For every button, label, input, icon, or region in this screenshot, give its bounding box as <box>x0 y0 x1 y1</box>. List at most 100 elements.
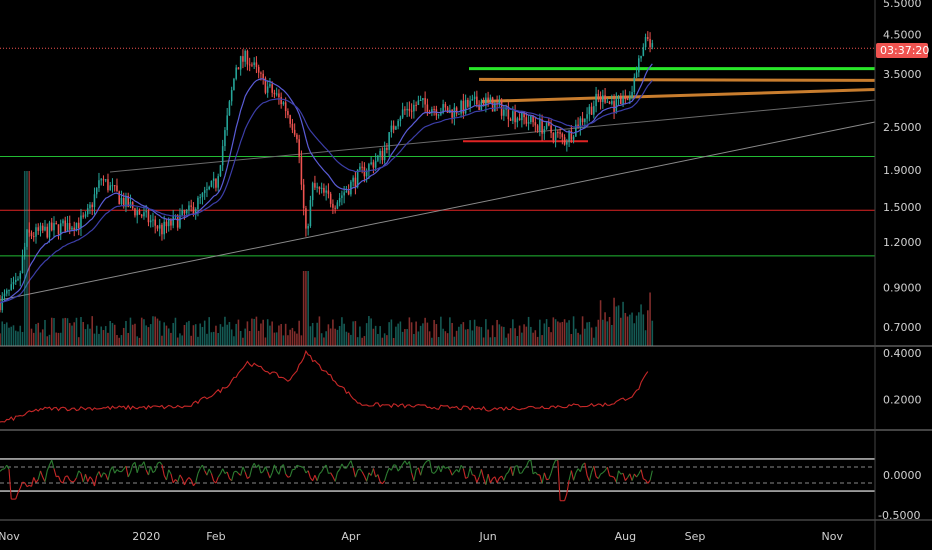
candle-body <box>226 115 228 131</box>
candle-body <box>579 118 582 128</box>
volume-bar <box>548 326 550 346</box>
time-axis[interactable]: Nov 2020 Feb Apr Jun Aug Sep Nov <box>0 530 843 543</box>
trend-line[interactable] <box>109 99 876 173</box>
volume-bar <box>622 301 624 346</box>
candle-body <box>368 164 370 172</box>
oscillator-segment <box>312 474 316 482</box>
volume-bar <box>399 321 402 346</box>
oscillator-segment <box>303 467 307 474</box>
oscillator-segment <box>321 467 325 472</box>
oscillator-segment <box>177 474 181 482</box>
candle-body <box>264 78 267 93</box>
volume-bar <box>485 319 487 346</box>
indicator-2-panel[interactable] <box>0 458 875 502</box>
volume-bar <box>561 321 564 346</box>
candle-body <box>84 214 87 217</box>
trend-line[interactable] <box>0 121 876 301</box>
volume-bar <box>158 320 161 346</box>
candle-body <box>75 222 78 231</box>
volume-bar <box>57 332 60 346</box>
candle-body <box>179 215 181 228</box>
price-axis-tick: 5.5000 <box>883 0 922 10</box>
volume-bar <box>32 332 35 346</box>
candle-body <box>446 107 449 113</box>
resistance-line-orange[interactable] <box>480 88 876 104</box>
oscillator-segment <box>453 469 458 473</box>
current-price-tag: 03:37:20 <box>876 43 929 58</box>
volume-bar <box>554 319 557 346</box>
volume-bar <box>185 322 188 346</box>
volume-bar <box>320 333 323 346</box>
candle-body <box>489 97 492 101</box>
oscillator-segment <box>39 470 44 478</box>
oscillator-segment <box>350 460 354 468</box>
time-axis-tick: Feb <box>206 530 225 543</box>
oscillator-segment <box>636 473 640 478</box>
oscillator-segment <box>523 466 527 470</box>
candle-body <box>478 104 480 111</box>
volume-bar <box>435 324 438 346</box>
oscillator-segment <box>26 484 30 488</box>
volume-bar <box>359 326 361 346</box>
oscillator-segment <box>159 461 163 465</box>
volume-bar <box>102 330 105 346</box>
candle-body <box>224 130 226 147</box>
candle-body <box>21 256 24 274</box>
volume-bar <box>523 324 525 346</box>
oscillator-segment <box>507 466 512 473</box>
candle-body <box>512 111 514 121</box>
candle-body <box>293 129 296 135</box>
candle-body <box>176 215 179 228</box>
oscillator-segment <box>447 466 451 471</box>
oscillator-segment <box>381 480 386 485</box>
indicator-1-panel[interactable] <box>0 349 649 423</box>
volume-bar <box>190 335 192 346</box>
volume-bar <box>307 271 309 346</box>
volume-bar <box>532 332 534 346</box>
volume-bar <box>287 335 289 346</box>
volume-bar <box>525 326 528 346</box>
volume-bar <box>505 337 507 346</box>
price-axis[interactable]: 5.5000 4.5000 3.5000 2.5000 1.9000 1.5000 1.20… <box>878 0 922 522</box>
candle-body <box>109 185 112 191</box>
oscillator-segment <box>208 468 212 474</box>
volume-bar <box>93 333 96 346</box>
resistance-line-orange[interactable] <box>478 77 876 82</box>
oscillator-segment <box>278 466 282 475</box>
oscillator-segment <box>301 466 304 469</box>
candle-body <box>590 106 593 115</box>
oscillator-segment <box>372 468 377 478</box>
moving-average-line <box>0 63 653 304</box>
volume-bar <box>269 325 271 346</box>
oscillator-segment <box>188 477 192 481</box>
candle-body <box>584 118 586 123</box>
candle-body <box>1 296 4 311</box>
volume-bar <box>156 318 159 346</box>
candle-body <box>134 208 136 216</box>
oscillator-segment <box>566 480 570 494</box>
candle-body <box>545 122 548 129</box>
volume-bar <box>298 320 300 346</box>
oscillator-segment <box>505 471 509 475</box>
candle-body <box>588 106 591 115</box>
price-panel[interactable] <box>0 31 876 313</box>
candle-body <box>44 226 46 231</box>
oscillator-segment <box>69 479 73 483</box>
candle-body <box>541 119 543 134</box>
price-axis-tick: 1.9000 <box>883 164 922 177</box>
volume-bar <box>491 325 494 346</box>
oscillator-segment <box>314 474 318 482</box>
oscillator-segment <box>147 466 152 476</box>
oscillator-segment <box>48 459 53 466</box>
volume-bar <box>224 316 226 346</box>
oscillator-segment <box>451 471 455 476</box>
volume-bar <box>545 319 548 346</box>
volume-bar <box>140 317 143 346</box>
volume-bar <box>521 332 523 346</box>
volume-bar <box>365 323 368 346</box>
candle-body <box>640 55 642 59</box>
candle-body <box>138 210 141 215</box>
volume-bar <box>433 319 435 346</box>
oscillator-segment <box>0 468 3 472</box>
